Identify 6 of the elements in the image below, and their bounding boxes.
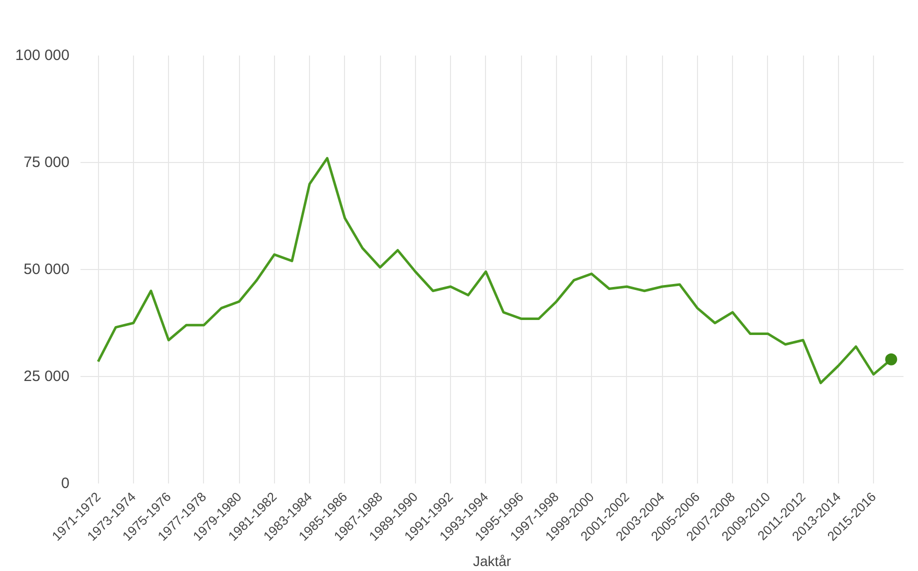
y-tick-label: 75 000 bbox=[24, 154, 70, 171]
y-tick-label: 100 000 bbox=[15, 47, 70, 64]
y-tick-label: 0 bbox=[61, 475, 70, 492]
x-axis-title: Jaktår bbox=[472, 552, 512, 569]
y-tick-label: 50 000 bbox=[24, 261, 70, 278]
y-tick-label: 25 000 bbox=[24, 368, 70, 385]
